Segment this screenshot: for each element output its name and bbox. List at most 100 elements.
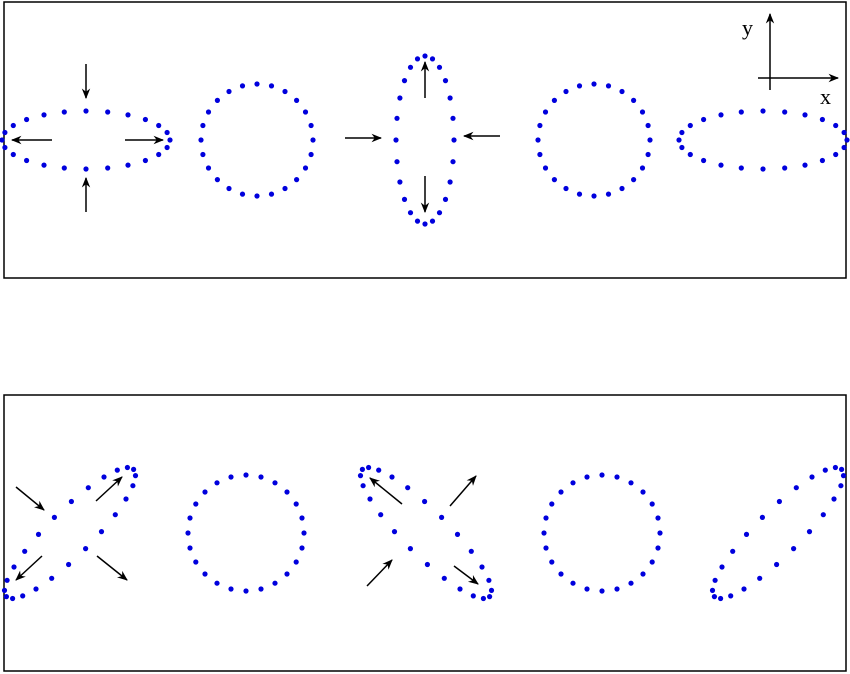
particle-dot	[3, 594, 9, 600]
particle-dot	[535, 137, 541, 143]
particle-dot	[301, 530, 307, 536]
particle-dot	[576, 191, 583, 197]
particle-dot	[243, 472, 249, 478]
bottom-ring-5	[709, 464, 847, 602]
particle-dot	[840, 473, 847, 479]
particle-dot	[679, 144, 685, 151]
particle-dot	[293, 501, 299, 507]
particle-dot	[457, 586, 463, 592]
particle-dot	[22, 548, 28, 554]
particle-dot	[393, 137, 399, 143]
top-ring-1	[0, 108, 173, 172]
particle-dot	[591, 81, 597, 87]
particle-dot	[131, 466, 137, 472]
particle-dot	[832, 464, 839, 471]
particle-dot	[272, 580, 278, 586]
particle-dot	[407, 546, 413, 552]
particle-dot	[112, 512, 118, 518]
particle-dot	[200, 122, 206, 129]
particle-dot	[226, 88, 232, 95]
particle-dot	[639, 109, 646, 115]
particle-dot	[687, 151, 693, 158]
particle-dot	[41, 162, 47, 168]
particle-dot	[294, 97, 300, 103]
particle-dot	[132, 473, 139, 479]
particle-dot	[838, 483, 844, 489]
particle-dot	[833, 151, 839, 158]
particle-dot	[214, 480, 220, 486]
particle-dot	[759, 514, 766, 521]
particle-dot	[649, 501, 655, 507]
particle-dot	[142, 157, 148, 164]
particle-dot	[439, 514, 445, 521]
particle-dot	[743, 531, 750, 538]
particle-dot	[584, 474, 590, 480]
particle-dot	[254, 193, 260, 199]
force-arrow	[366, 559, 393, 587]
force-arrows	[10, 60, 500, 587]
particle-dot	[68, 498, 74, 505]
particle-dot	[156, 151, 162, 158]
particle-dot	[24, 157, 30, 164]
particle-dot	[614, 586, 620, 592]
particle-dot	[85, 485, 91, 491]
particle-dot	[239, 191, 246, 197]
particle-dot	[124, 464, 130, 471]
particle-dot	[66, 561, 72, 568]
bottom-panel-frame	[3, 394, 847, 672]
particle-dot	[1, 587, 8, 594]
particle-dot	[105, 165, 111, 171]
particle-dot	[61, 109, 67, 115]
particle-dot	[49, 575, 55, 581]
particle-dot	[293, 559, 299, 565]
particle-dot	[549, 559, 555, 565]
particle-dot	[187, 515, 193, 521]
particle-dot	[442, 196, 449, 202]
particle-dot	[782, 109, 788, 115]
particle-dot	[422, 53, 428, 59]
particle-dot	[4, 577, 10, 583]
particle-dot	[308, 151, 314, 158]
particle-dot	[294, 177, 300, 183]
particle-dot	[468, 548, 474, 554]
particle-dot	[802, 162, 808, 168]
particle-dot	[308, 122, 314, 129]
particle-dot	[214, 580, 220, 586]
particle-dot	[424, 561, 430, 568]
particle-dot	[728, 593, 734, 599]
y-axis-label: y	[742, 15, 753, 40]
particle-dot	[200, 151, 206, 158]
particle-dot	[272, 480, 278, 486]
particle-dot	[791, 546, 797, 552]
particle-dot	[599, 588, 605, 594]
particle-dot	[198, 137, 204, 143]
particle-dot	[549, 501, 555, 507]
particle-dot	[357, 473, 364, 479]
particle-dot	[20, 593, 26, 599]
particle-dot	[676, 137, 682, 143]
particle-dot	[709, 587, 716, 594]
particle-dot	[429, 56, 436, 62]
particle-dot	[738, 109, 744, 115]
particle-dot	[302, 165, 309, 171]
particle-dot	[441, 575, 447, 581]
particle-dot	[558, 489, 564, 495]
particle-dot	[447, 179, 453, 185]
particle-dot	[605, 191, 612, 197]
particle-dot	[130, 483, 136, 489]
particle-dot	[793, 485, 799, 491]
particle-dot	[367, 496, 373, 502]
particle-dot	[655, 515, 661, 521]
particle-dot	[757, 575, 763, 581]
particle-dot	[359, 466, 365, 472]
particle-dot	[98, 529, 105, 535]
particle-dot	[401, 78, 408, 84]
particle-dot	[447, 95, 453, 101]
particle-dot	[239, 83, 246, 89]
particle-dot	[282, 88, 288, 95]
particle-dot	[809, 474, 815, 480]
particle-dot	[436, 210, 443, 216]
particle-dot	[802, 112, 808, 118]
axis-indicator: x y	[742, 12, 840, 109]
